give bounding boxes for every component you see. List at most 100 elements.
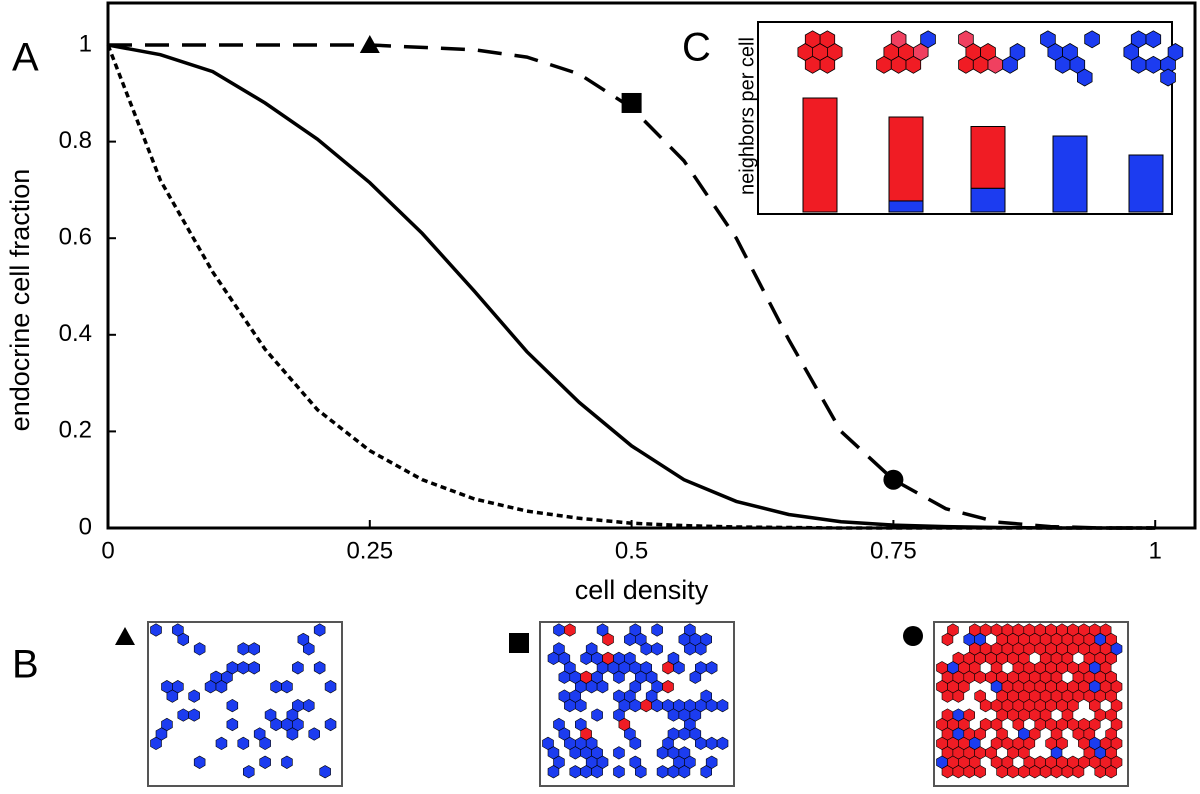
lattice-hex [292,661,304,675]
lattice-hex [188,708,200,722]
x-axis-label: cell density [575,575,709,605]
lattice-hex [613,670,625,684]
lattice-hex [308,727,321,741]
lattice-hex [974,765,986,779]
lattice-hex [591,765,603,779]
lattice-hex [694,642,707,656]
lattice-hex [558,670,571,684]
lattice-hex [302,698,315,713]
cluster-hex [1009,43,1026,61]
lattice-hex [226,698,239,713]
lattice-hex [547,651,560,665]
x-tick-label: 0.25 [346,537,393,564]
lattice-hex [580,651,592,665]
cluster-hex [804,30,821,49]
lattice-hex [941,689,954,703]
lattice-hex [651,623,663,637]
lattice-hex [1029,765,1041,779]
lattice-hex [547,765,560,779]
lattice-hex [673,661,685,675]
lattice-hex [150,623,162,637]
lattice-hex [634,765,647,779]
lattice-hex [689,670,702,684]
lattice-hex [656,746,669,760]
lattice-hex [243,765,255,779]
lattice-hex [259,755,271,769]
lattice-hex [963,765,976,779]
lattice-hex [193,642,206,656]
lattice-hex [580,765,592,779]
marker [621,92,642,113]
lattice-hex [613,746,625,760]
lattice-hex [629,736,642,751]
y-tick-label: 0.8 [59,127,92,154]
lattice-hex [286,727,299,741]
lattice-hex [952,689,965,703]
lattice-hex [215,680,228,694]
y-tick-label: 0.4 [59,320,92,347]
lattice-hex [569,746,582,760]
lattice-hex [1105,765,1117,779]
cluster-hex [920,30,936,49]
lattice-hex [602,632,614,647]
lattice-hex [564,623,576,637]
lattice-hex [281,755,293,769]
lattice-hex [237,736,250,751]
x-tick-label: 0 [101,537,114,564]
lattice-hex [705,661,718,675]
lattice-hex [215,736,228,751]
lattice-hex [941,632,954,647]
bar-segment [970,126,1006,189]
cluster-hex [905,55,922,74]
x-tick-label: 1 [1149,537,1162,564]
marker [509,633,529,653]
inset-y-label: neighbors per cell [736,37,758,195]
lattice-hex [324,717,337,732]
lattice-hex [656,765,669,779]
lattice-hex [150,736,162,751]
lattice-hex [1007,765,1019,779]
lattice-hex [248,661,261,675]
plot-frame [106,1,1197,530]
cluster-hex [1145,30,1162,49]
lattice-hex [259,736,271,751]
lattice-hex [651,642,663,656]
lattice-hex [226,717,239,732]
lattice-hex [177,632,189,647]
y-tick-label: 1 [79,30,92,57]
lattice-hex [324,680,337,694]
lattice-hex [1050,765,1063,779]
lattice-hex [313,623,326,637]
lattice-hex [1061,765,1074,779]
lattice-hex [700,765,713,779]
y-axis-label: endocrine cell fraction [5,169,35,432]
lattice-hex [667,708,680,722]
lattice-hex [996,765,1008,779]
lattice-hex [1039,765,1052,779]
marker [359,35,380,54]
lattice-hex [574,698,587,713]
lattice-hex [716,736,729,751]
x-tick-label: 0.5 [615,537,648,564]
lattice-hex [319,765,331,779]
lattice-hex [941,765,954,779]
lattice-hex [596,680,609,694]
lattice-hex [569,765,582,779]
lattice-hex [188,689,200,703]
cluster-hex [1084,30,1100,49]
lattice-hex [281,680,293,694]
cluster-hex [1077,68,1093,87]
y-tick-label: 0.2 [59,417,92,444]
lattice-hex [667,765,680,779]
lattice-hex [302,642,315,656]
line-series [106,44,1156,530]
lattice-hex [166,689,179,703]
lattice-hex [248,642,261,656]
cluster-hex [1167,43,1184,61]
cluster-hex [1160,68,1176,87]
cluster-hex [804,55,821,74]
bar-segment [888,116,924,202]
cluster-hex [1062,43,1078,61]
